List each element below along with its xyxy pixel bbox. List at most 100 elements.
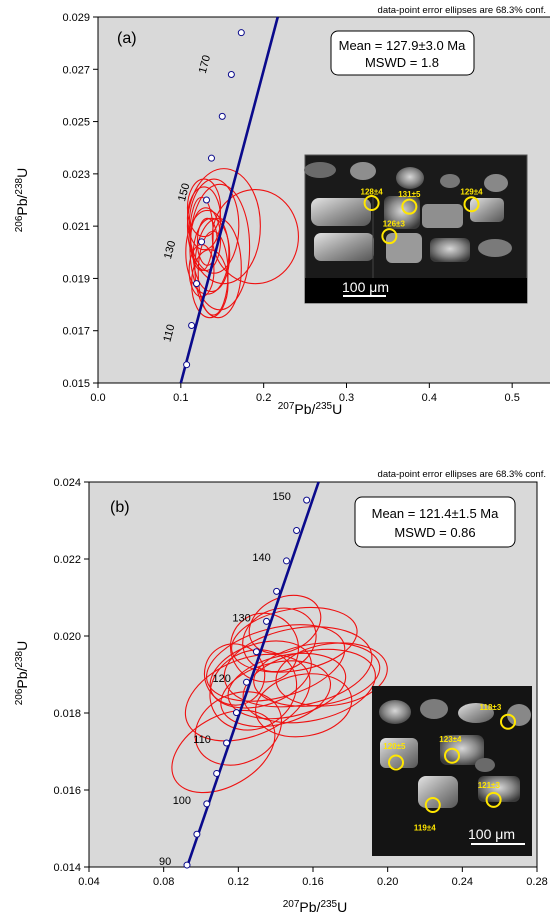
spot-age-label-b-3: 121±3 bbox=[478, 781, 501, 790]
x-axis-label-b: 207Pb/235U bbox=[283, 899, 348, 915]
stats-mswd-b: MSWD = 0.86 bbox=[394, 525, 475, 540]
y-tick-label-a-3: 0.021 bbox=[62, 221, 90, 233]
panel-label-a: (a) bbox=[117, 30, 137, 47]
spot-age-label-a-1: 131±5 bbox=[398, 190, 421, 199]
x-tick-label-a-1: 0.1 bbox=[173, 392, 188, 404]
spot-age-label-a-3: 126±3 bbox=[383, 219, 406, 228]
error-ellipse-a-1 bbox=[192, 217, 231, 293]
spot-age-label-b-0: 118±3 bbox=[480, 703, 502, 712]
stats-mean-a: Mean = 127.9±3.0 Ma bbox=[339, 38, 467, 53]
error-ellipses-b bbox=[171, 594, 388, 794]
error-ellipse-b-15 bbox=[275, 642, 388, 707]
age-marker-a-7 bbox=[227, 71, 235, 79]
error-ellipse-b-2 bbox=[209, 640, 312, 709]
analysis-spot-b-2 bbox=[444, 747, 460, 764]
x-tick-label-a-2: 0.2 bbox=[256, 392, 271, 404]
age-label-b-2: 110 bbox=[193, 734, 211, 746]
age-marker-b-7 bbox=[252, 648, 260, 656]
age-marker-b-6 bbox=[243, 678, 251, 686]
y-tick-label-b-5: 0.024 bbox=[53, 477, 81, 489]
error-ellipse-b-17 bbox=[248, 594, 322, 655]
error-ellipse-b-7 bbox=[253, 642, 381, 707]
x-tick-label-a-0: 0.0 bbox=[90, 392, 105, 404]
error-ellipse-a-11 bbox=[211, 188, 300, 285]
error-ellipse-a-3 bbox=[188, 178, 240, 274]
age-marker-a-0 bbox=[183, 361, 191, 369]
stats-mean-b: Mean = 121.4±1.5 Ma bbox=[372, 506, 500, 521]
panel-b: data-point error ellipses are 68.3% conf… bbox=[14, 469, 548, 915]
analysis-spot-b-1 bbox=[388, 754, 404, 771]
stats-box-a bbox=[330, 30, 475, 76]
age-marker-b-4 bbox=[223, 739, 231, 747]
y-tick-label-a-2: 0.019 bbox=[62, 273, 90, 285]
concordia-curve-a bbox=[179, 16, 280, 384]
age-marker-a-5 bbox=[207, 154, 215, 162]
error-ellipse-a-8 bbox=[194, 217, 242, 319]
age-label-b-5: 140 bbox=[252, 552, 270, 564]
age-marker-b-0 bbox=[183, 861, 191, 869]
y-tick-label-b-0: 0.014 bbox=[53, 862, 81, 874]
y-tick-label-a-4: 0.023 bbox=[62, 169, 90, 181]
error-ellipse-b-9 bbox=[242, 607, 317, 673]
error-ellipse-b-12 bbox=[194, 691, 283, 766]
x-tick-label-b-1: 0.08 bbox=[153, 876, 174, 888]
x-tick-label-b-2: 0.12 bbox=[228, 876, 249, 888]
x-tick-label-a-4: 0.4 bbox=[422, 392, 437, 404]
age-marker-a-2 bbox=[193, 280, 201, 288]
y-tick-label-a-0: 0.015 bbox=[62, 378, 90, 390]
zircon-micrograph-b: 100 μm 118±3 120±5 123±4 121±3 119±4 bbox=[372, 686, 532, 856]
zircon-micrograph-a: 100 μm 128±4 131±5 129±4 126±3 bbox=[304, 154, 528, 304]
age-marker-b-10 bbox=[282, 557, 290, 565]
analysis-spot-a-0 bbox=[363, 194, 380, 211]
age-label-a-0: 110 bbox=[161, 323, 177, 343]
age-marker-a-6 bbox=[218, 112, 226, 120]
age-marker-b-8 bbox=[263, 617, 271, 625]
age-marker-b-5 bbox=[232, 709, 240, 717]
error-ellipse-b-14 bbox=[255, 673, 353, 738]
age-label-b-3: 120 bbox=[212, 673, 230, 685]
age-marker-b-2 bbox=[203, 800, 211, 808]
analysis-spot-a-3 bbox=[381, 228, 398, 245]
note-a: data-point error ellipses are 68.3% conf… bbox=[378, 5, 546, 16]
analysis-spot-a-1 bbox=[401, 198, 418, 215]
stats-box-b bbox=[354, 496, 516, 548]
age-label-a-2: 170 bbox=[197, 54, 213, 75]
age-marker-b-3 bbox=[213, 769, 221, 777]
error-ellipse-b-16 bbox=[203, 643, 266, 706]
error-ellipse-a-5 bbox=[185, 209, 230, 295]
y-tick-label-a-1: 0.017 bbox=[62, 326, 90, 338]
y-tick-label-b-3: 0.020 bbox=[53, 631, 81, 643]
age-label-a-3: 130 bbox=[162, 239, 178, 260]
error-ellipse-a-14 bbox=[186, 178, 222, 238]
analysis-spot-b-0 bbox=[500, 713, 516, 730]
y-tick-label-a-7: 0.029 bbox=[62, 12, 90, 24]
spot-age-label-b-1: 120±5 bbox=[383, 742, 406, 751]
panel-a: data-point error ellipses are 68.3% conf… bbox=[14, 5, 550, 417]
y-axis-label-a: 206Pb/238U bbox=[14, 168, 30, 233]
y-tick-label-a-6: 0.027 bbox=[62, 64, 90, 76]
y-tick-label-b-2: 0.018 bbox=[53, 708, 81, 720]
age-marker-a-8 bbox=[237, 29, 245, 37]
scale-label-a: 100 μm bbox=[342, 279, 389, 295]
error-ellipse-b-11 bbox=[209, 649, 298, 731]
y-tick-label-b-1: 0.016 bbox=[53, 785, 81, 797]
x-tick-label-b-4: 0.20 bbox=[377, 876, 398, 888]
x-tick-label-b-6: 0.28 bbox=[526, 876, 547, 888]
error-ellipse-b-10 bbox=[229, 612, 299, 683]
age-marker-b-9 bbox=[273, 587, 281, 595]
error-ellipse-b-13 bbox=[220, 660, 332, 728]
panel-label-b: (b) bbox=[110, 499, 130, 516]
error-ellipse-a-10 bbox=[186, 168, 261, 285]
error-ellipse-b-8 bbox=[231, 607, 358, 673]
y-tick-label-a-5: 0.025 bbox=[62, 117, 90, 129]
error-ellipses-a bbox=[185, 168, 300, 319]
spot-age-label-a-0: 128±4 bbox=[361, 187, 384, 196]
stats-mswd-a: MSWD = 1.8 bbox=[365, 55, 439, 70]
x-tick-label-a-3: 0.3 bbox=[339, 392, 354, 404]
analysis-spot-b-4 bbox=[424, 797, 441, 813]
age-label-b-0: 90 bbox=[159, 856, 171, 868]
age-marker-b-12 bbox=[303, 496, 311, 504]
x-tick-label-b-0: 0.04 bbox=[78, 876, 99, 888]
age-marker-b-1 bbox=[193, 830, 201, 838]
